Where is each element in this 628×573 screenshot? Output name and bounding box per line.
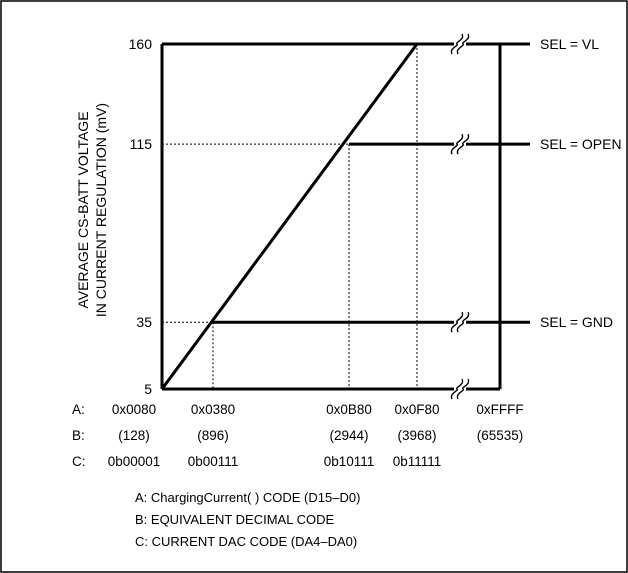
x-tick-a-4: 0xFFFF: [476, 402, 523, 417]
x-tick-c-3: 0b11111: [393, 454, 442, 469]
x-tick-a-2: 0x0B80: [326, 402, 372, 417]
legend-notes: A: ChargingCurrent( ) CODE (D15–D0) B: EQ…: [135, 490, 360, 549]
x-tick-b-1: (896): [197, 428, 229, 443]
ramp-line: [160, 43, 419, 390]
x-tick-b-3: (3968): [397, 428, 436, 443]
series-label-2: SEL = GND: [540, 314, 613, 330]
x-tick-labels: A: B: C: 0x0080 (128) 0b00001 0x0380 (896) 0b001…: [72, 402, 524, 469]
y-tick-labels: 5 35 115 160: [129, 36, 153, 397]
row-label-a: A:: [72, 402, 85, 417]
axis-break-1-1: [456, 133, 470, 155]
axis-break-0-0: [450, 33, 464, 55]
row-label-b: B:: [72, 428, 85, 443]
legend-note-2: C: CURRENT DAC CODE (DA4–DA0): [135, 534, 357, 549]
x-tick-b-4: (65535): [477, 428, 524, 443]
series-label-1: SEL = OPEN: [540, 136, 622, 152]
y-tick-label-0: 5: [144, 381, 152, 397]
axis-break-3-0: [450, 378, 464, 400]
x-tick-a-0: 0x0080: [112, 402, 156, 417]
x-tick-a-1: 0x0380: [191, 402, 235, 417]
legend-note-0: A: ChargingCurrent( ) CODE (D15–D0): [135, 490, 360, 505]
x-tick-b-0: (128): [118, 428, 150, 443]
y-axis-title-line-1: AVERAGE CS-BATT VOLTAGE: [75, 111, 91, 308]
axis-break-2-0: [450, 311, 464, 333]
x-tick-c-1: 0b00111: [188, 454, 239, 469]
y-axis-title-line-2: IN CURRENT REGULATION (mV): [93, 103, 109, 317]
y-tick-label-1: 35: [136, 314, 152, 330]
x-tick-a-3: 0x0F80: [394, 402, 439, 417]
plot-area: [160, 33, 530, 400]
series-label-0: SEL = VL: [540, 36, 599, 52]
axis-break-2-1: [456, 311, 470, 333]
axis-break-3-1: [456, 378, 470, 400]
x-tick-b-2: (2944): [329, 428, 368, 443]
x-tick-c-0: 0b00001: [108, 454, 161, 469]
y-tick-label-2: 115: [130, 136, 153, 152]
axis-break-1-0: [450, 133, 464, 155]
series-labels: SEL = VL SEL = OPEN SEL = GND: [540, 36, 622, 330]
row-label-c: C:: [72, 454, 86, 469]
axis-break-0-1: [456, 33, 470, 55]
y-axis-title: AVERAGE CS-BATT VOLTAGE IN CURRENT REGUL…: [75, 103, 109, 317]
y-tick-label-3: 160: [129, 36, 153, 52]
x-tick-c-2: 0b10111: [324, 454, 375, 469]
legend-note-1: B: EQUIVALENT DECIMAL CODE: [135, 512, 334, 527]
